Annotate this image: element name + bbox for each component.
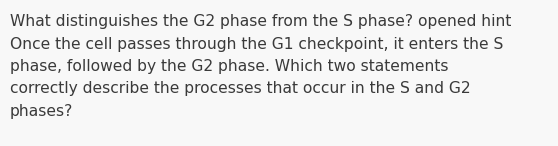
Text: Once the cell passes through the G1 checkpoint, it enters the S: Once the cell passes through the G1 chec… xyxy=(10,36,503,52)
Text: What distinguishes the G2 phase from the S phase? opened hint: What distinguishes the G2 phase from the… xyxy=(10,14,511,29)
Text: phases?: phases? xyxy=(10,104,73,119)
Text: phase, followed by the G2 phase. Which two statements: phase, followed by the G2 phase. Which t… xyxy=(10,59,449,74)
Text: correctly describe the processes that occur in the S and G2: correctly describe the processes that oc… xyxy=(10,81,470,97)
